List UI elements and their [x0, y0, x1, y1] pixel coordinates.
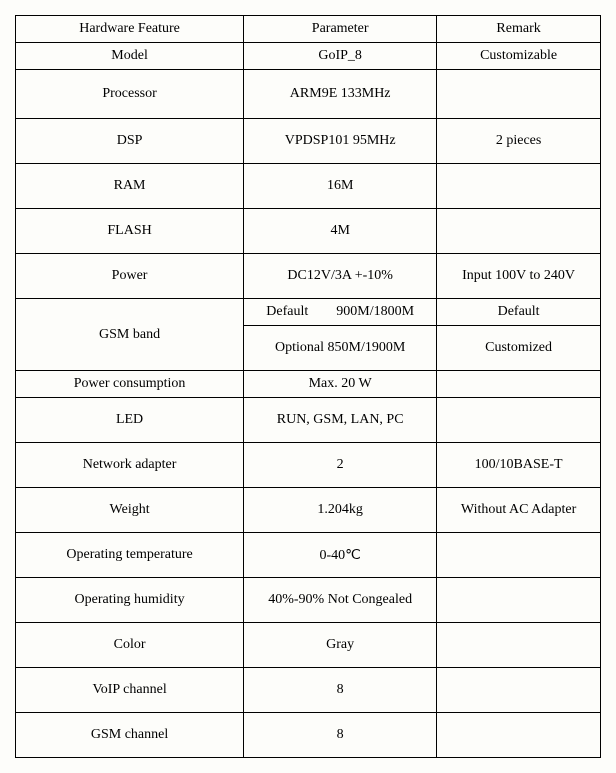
table-cell: Optional 850M/1900M — [244, 326, 437, 371]
table-cell — [437, 623, 601, 668]
table-cell: Max. 20 W — [244, 371, 437, 398]
table-cell: Input 100V to 240V — [437, 254, 601, 299]
table-cell: 8 — [244, 713, 437, 758]
header-cell: Remark — [437, 16, 601, 43]
table-cell: VoIP channel — [16, 668, 244, 713]
table-cell: Customized — [437, 326, 601, 371]
table-cell: 0-40℃ — [244, 533, 437, 578]
table-cell: Without AC Adapter — [437, 488, 601, 533]
table-cell: VPDSP101 95MHz — [244, 119, 437, 164]
table-cell: Gray — [244, 623, 437, 668]
table-cell: GSM channel — [16, 713, 244, 758]
table-cell: Model — [16, 43, 244, 70]
table-cell — [437, 533, 601, 578]
hardware-spec-table: Hardware Feature Parameter Remark Model … — [15, 15, 601, 758]
table-cell: 8 — [244, 668, 437, 713]
table-cell: 40%-90% Not Congealed — [244, 578, 437, 623]
table-cell: Power — [16, 254, 244, 299]
table-cell: GoIP_8 — [244, 43, 437, 70]
header-cell: Parameter — [244, 16, 437, 43]
table-cell — [437, 578, 601, 623]
table-cell: Power consumption — [16, 371, 244, 398]
table-cell: Default — [437, 299, 601, 326]
table-cell: Color — [16, 623, 244, 668]
table-cell: Operating temperature — [16, 533, 244, 578]
table-cell — [437, 164, 601, 209]
table-cell: 1.204kg — [244, 488, 437, 533]
table-cell: 16M — [244, 164, 437, 209]
table-cell — [437, 398, 601, 443]
table-cell: Network adapter — [16, 443, 244, 488]
table-cell: 2 pieces — [437, 119, 601, 164]
table-cell: 2 — [244, 443, 437, 488]
table-cell: 4M — [244, 209, 437, 254]
table-cell: DSP — [16, 119, 244, 164]
table-cell: ARM9E 133MHz — [244, 70, 437, 119]
table-cell: RUN, GSM, LAN, PC — [244, 398, 437, 443]
table-cell: LED — [16, 398, 244, 443]
table-cell — [437, 713, 601, 758]
table-cell: GSM band — [16, 299, 244, 371]
table-cell: 100/10BASE-T — [437, 443, 601, 488]
table-cell — [437, 668, 601, 713]
table-cell: Operating humidity — [16, 578, 244, 623]
table-cell: Default 900M/1800M — [244, 299, 437, 326]
header-cell: Hardware Feature — [16, 16, 244, 43]
table-cell: FLASH — [16, 209, 244, 254]
table-cell — [437, 209, 601, 254]
table-cell: DC12V/3A +-10% — [244, 254, 437, 299]
table-cell: Processor — [16, 70, 244, 119]
table-cell: RAM — [16, 164, 244, 209]
table-cell — [437, 371, 601, 398]
table-cell: Weight — [16, 488, 244, 533]
table-cell: Customizable — [437, 43, 601, 70]
table-cell — [437, 70, 601, 119]
